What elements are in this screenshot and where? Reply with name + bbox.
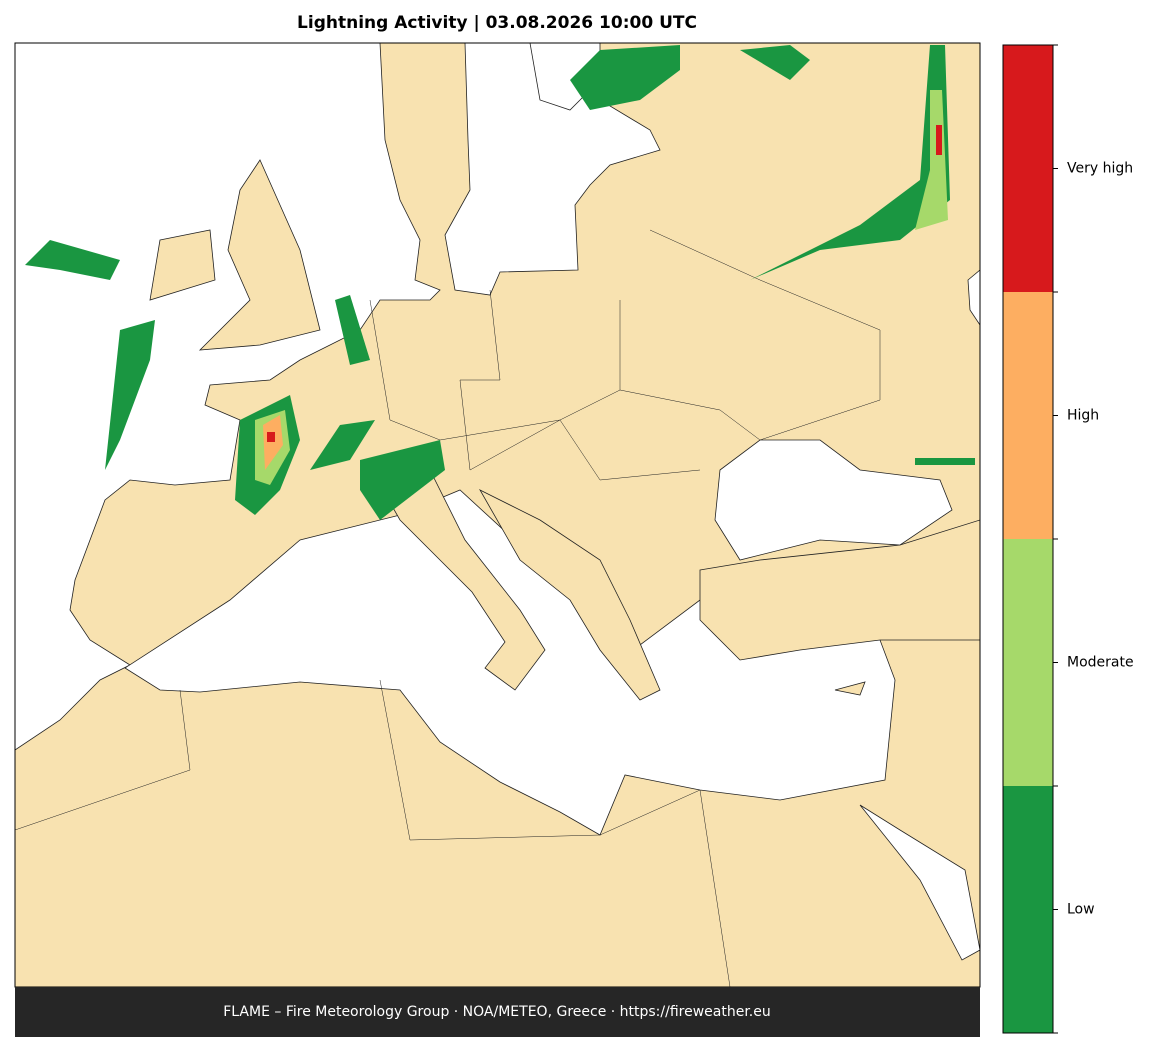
borders [15, 689, 191, 831]
lightning-low [25, 240, 120, 280]
atlantic [15, 43, 441, 751]
lightning-low [750, 45, 950, 280]
italy [379, 469, 546, 691]
colorbar-label: Very high [1067, 161, 1133, 177]
lightning [25, 45, 975, 520]
caspian [967, 269, 980, 326]
lightning-low [105, 320, 155, 470]
borders [379, 679, 731, 987]
footer-text: FLAME – Fire Meteorology Group · NOA/MET… [223, 1004, 771, 1020]
colorbar: Low Moderate High Very high [1002, 44, 1134, 1034]
borders [619, 229, 881, 441]
lightning-low [915, 458, 975, 465]
lightning-low [310, 420, 375, 470]
lightning-very-high [936, 125, 942, 155]
colorbar-segment [1003, 292, 1053, 539]
colorbar-segment [1003, 45, 1053, 292]
lightning-very-high [267, 432, 275, 442]
lightning-low [360, 440, 445, 520]
colorbar-segment [1003, 786, 1053, 1033]
ireland [149, 229, 216, 301]
black-sea [714, 439, 953, 561]
great-britain [198, 159, 321, 351]
colorbar-label: Moderate [1067, 655, 1134, 671]
footer-bar [15, 987, 980, 1037]
colorbar-label: Low [1067, 902, 1095, 918]
cyprus [834, 681, 866, 696]
colorbar-frame [1002, 44, 1054, 1034]
lightning-low [740, 45, 810, 80]
red-sea [859, 804, 980, 961]
anatolia [699, 519, 980, 661]
colorbar-segment [1003, 539, 1053, 786]
map-title: Lightning Activity | 03.08.2026 10:00 UT… [297, 13, 697, 33]
lightning-low [570, 45, 680, 110]
map [15, 43, 980, 987]
lightning-high [263, 415, 283, 470]
balkans [478, 489, 661, 701]
borders [369, 299, 701, 481]
colorbar-label: High [1067, 408, 1099, 424]
lightning-low [335, 295, 370, 365]
